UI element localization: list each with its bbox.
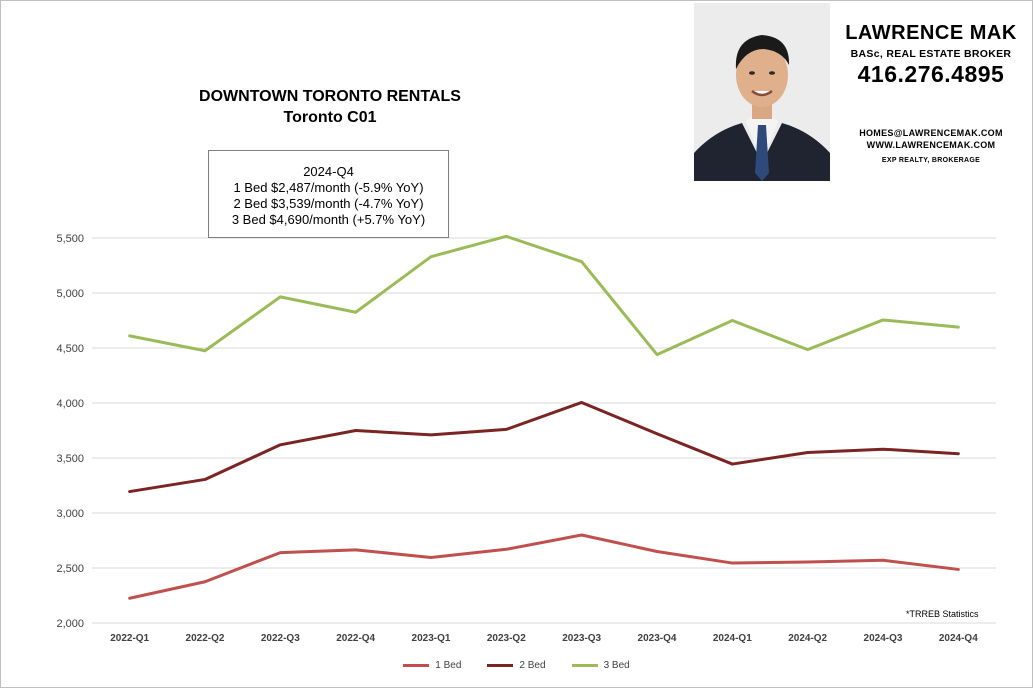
agent-credentials: BASc, REAL ESTATE BROKER xyxy=(850,48,1012,60)
x-tick-label: 2024-Q2 xyxy=(788,633,827,644)
y-tick-label: 5,500 xyxy=(56,233,84,245)
legend-swatch xyxy=(487,664,514,667)
legend-swatch xyxy=(403,664,430,667)
series-line-1-bed xyxy=(128,533,960,600)
y-tick-label: 2,000 xyxy=(56,618,84,630)
legend-swatch xyxy=(571,664,598,667)
y-tick-label: 4,000 xyxy=(56,398,84,410)
callout-line-2bed: 2 Bed $3,539/month (-4.7% YoY) xyxy=(233,196,424,211)
callout-heading: 2024-Q4 xyxy=(303,164,354,179)
x-tick-label: 2024-Q4 xyxy=(939,633,978,644)
chart-title-block: DOWNTOWN TORONTO RENTALS Toronto C01 xyxy=(150,86,510,128)
x-tick-label: 2024-Q1 xyxy=(713,633,752,644)
x-tick-label: 2022-Q3 xyxy=(261,633,300,644)
callout-line-3bed: 3 Bed $4,690/month (+5.7% YoY) xyxy=(231,212,426,227)
x-tick-label: 2023-Q4 xyxy=(638,633,677,644)
callout-line-1bed: 1 Bed $2,487/month (-5.9% YoY) xyxy=(233,180,424,195)
agent-contact-block: LAWRENCE MAK BASc, REAL ESTATE BROKER 41… xyxy=(836,22,1026,164)
chart-subtitle: Toronto C01 xyxy=(283,109,377,126)
series-line-2-bed xyxy=(128,400,960,494)
y-tick-label: 5,000 xyxy=(56,288,84,300)
agent-phone: 416.276.4895 xyxy=(857,61,1005,87)
agent-email: HOMES@LAWRENCEMAK.COM xyxy=(859,128,1003,138)
legend-label: 3 Bed xyxy=(603,660,630,671)
x-tick-label: 2023-Q1 xyxy=(412,633,451,644)
agent-brokerage: EXP REALTY, BROKERAGE xyxy=(881,157,981,164)
latest-quarter-callout: 2024-Q4 1 Bed $2,487/month (-5.9% YoY) 2… xyxy=(208,150,449,238)
x-tick-label: 2023-Q2 xyxy=(487,633,526,644)
gridlines xyxy=(92,237,996,624)
x-tick-label: 2024-Q3 xyxy=(864,633,903,644)
x-tick-label: 2022-Q2 xyxy=(186,633,225,644)
chart-title: DOWNTOWN TORONTO RENTALS xyxy=(199,88,461,105)
agent-name: LAWRENCE MAK xyxy=(845,22,1017,44)
x-tick-label: 2022-Q4 xyxy=(336,633,375,644)
legend-item: 3 Bed xyxy=(571,660,630,671)
y-tick-label: 2,500 xyxy=(56,563,84,575)
y-tick-label: 3,000 xyxy=(56,508,84,520)
y-tick-label: 4,500 xyxy=(56,343,84,355)
source-note: *TRREB Statistics xyxy=(906,609,979,619)
x-axis-ticks: 2022-Q1 2022-Q2 2022-Q3 2022-Q4 2023-Q1 2023-… xyxy=(110,633,978,644)
series-line-3-bed xyxy=(128,234,960,357)
series-lines xyxy=(128,234,960,600)
y-axis-ticks: 2,000 2,500 3,000 3,500 4,000 4,500 5,000 5,500 xyxy=(56,233,84,630)
x-tick-label: 2022-Q1 xyxy=(110,633,149,644)
legend-label: 1 Bed xyxy=(435,660,462,671)
chart-legend: 1 Bed 2 Bed 3 Bed xyxy=(0,660,1033,671)
x-tick-label: 2023-Q3 xyxy=(562,633,601,644)
agent-website: WWW.LAWRENCEMAK.COM xyxy=(866,140,996,150)
legend-label: 2 Bed xyxy=(519,660,546,671)
agent-photo xyxy=(694,3,830,181)
y-tick-label: 3,500 xyxy=(56,453,84,465)
legend-item: 2 Bed xyxy=(487,660,546,671)
legend-item: 1 Bed xyxy=(403,660,461,671)
